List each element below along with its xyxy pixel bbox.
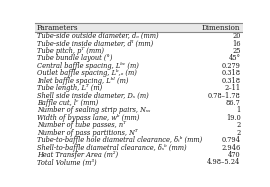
Text: Tube length, Lᵀ (m): Tube length, Lᵀ (m)	[37, 84, 102, 92]
Text: 0.78–1.78: 0.78–1.78	[208, 92, 241, 99]
Text: Inlet baffle spacing, Lᵇᴵ (m): Inlet baffle spacing, Lᵇᴵ (m)	[37, 77, 129, 85]
Bar	[35, 144, 242, 151]
Text: 16: 16	[232, 39, 241, 47]
Text: Shell-to-baffle diametral clearance, δₛᵇ (mm): Shell-to-baffle diametral clearance, δₛᵇ…	[37, 144, 187, 152]
Text: 0.318: 0.318	[221, 77, 241, 85]
Text: Heat Transfer Area (m²): Heat Transfer Area (m²)	[37, 151, 118, 159]
Bar	[35, 23, 242, 32]
Bar	[35, 114, 242, 122]
Text: Number of sealing strip pairs, Nₛₛ: Number of sealing strip pairs, Nₛₛ	[37, 106, 150, 114]
Bar	[35, 70, 242, 77]
Bar	[35, 62, 242, 70]
Text: 45°: 45°	[228, 54, 241, 62]
Text: Tube-side outside diameter, dₒ (mm): Tube-side outside diameter, dₒ (mm)	[37, 32, 158, 40]
Bar	[35, 122, 242, 129]
Text: 0.279: 0.279	[222, 62, 241, 70]
Text: Dimension: Dimension	[202, 24, 241, 32]
Bar	[35, 47, 242, 55]
Text: 2: 2	[236, 121, 241, 129]
Text: Tube-to-baffle hole diametral clearance, δₜᵇ (mm): Tube-to-baffle hole diametral clearance,…	[37, 136, 202, 144]
Bar	[35, 32, 242, 40]
Bar	[35, 40, 242, 47]
Text: 4.98–5.24: 4.98–5.24	[207, 158, 241, 166]
Text: Number of pass partitions, Nᵀ: Number of pass partitions, Nᵀ	[37, 129, 137, 137]
Text: 2.946: 2.946	[221, 144, 241, 152]
Text: 86.7: 86.7	[226, 99, 241, 107]
Text: 1: 1	[236, 106, 241, 114]
Text: Parameters: Parameters	[37, 24, 78, 32]
Text: Width of bypass lane, wᵇ (mm): Width of bypass lane, wᵇ (mm)	[37, 114, 139, 122]
Bar	[35, 159, 242, 166]
Text: Tube bundle layout (°): Tube bundle layout (°)	[37, 54, 112, 62]
Text: Central baffle spacing, Lᵇᶜ (m): Central baffle spacing, Lᵇᶜ (m)	[37, 62, 139, 70]
Text: 19.0: 19.0	[226, 114, 241, 122]
Bar	[35, 107, 242, 114]
Text: 25: 25	[232, 47, 241, 55]
Text: Tube pitch, pᵀ (mm): Tube pitch, pᵀ (mm)	[37, 47, 104, 55]
Text: 0.794: 0.794	[221, 136, 241, 144]
Bar	[35, 129, 242, 137]
Text: Outlet baffle spacing, Lᵇ,ₒ (m): Outlet baffle spacing, Lᵇ,ₒ (m)	[37, 69, 137, 77]
Text: 20: 20	[232, 32, 241, 40]
Text: 2–11: 2–11	[224, 84, 241, 92]
Bar	[35, 151, 242, 159]
Text: Tube-side inside diameter, dᴵ (mm): Tube-side inside diameter, dᴵ (mm)	[37, 39, 153, 47]
Text: Shell side inside diameter, Dₛ (m): Shell side inside diameter, Dₛ (m)	[37, 92, 149, 99]
Bar	[35, 99, 242, 107]
Text: 0.318: 0.318	[221, 69, 241, 77]
Bar	[35, 77, 242, 84]
Text: Number of tube passes, nᵀ: Number of tube passes, nᵀ	[37, 121, 126, 129]
Bar	[35, 55, 242, 62]
Bar	[35, 92, 242, 99]
Text: Baffle cut, lᶜ (mm): Baffle cut, lᶜ (mm)	[37, 99, 98, 107]
Text: 470: 470	[228, 151, 241, 159]
Text: 2: 2	[236, 129, 241, 137]
Bar	[35, 137, 242, 144]
Text: Total Volume (m³): Total Volume (m³)	[37, 158, 96, 166]
Bar	[35, 84, 242, 92]
